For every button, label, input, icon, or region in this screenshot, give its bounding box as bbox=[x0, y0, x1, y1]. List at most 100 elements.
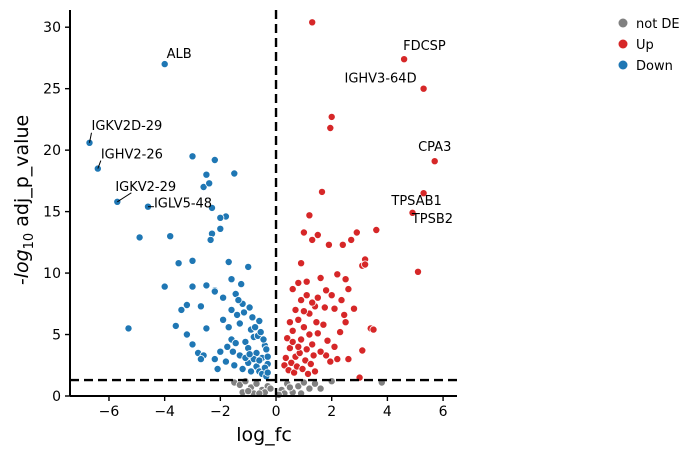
point-up bbox=[316, 347, 325, 356]
point-up bbox=[294, 315, 303, 324]
point-down bbox=[230, 361, 239, 370]
point-down bbox=[188, 282, 197, 291]
point-not-de bbox=[235, 380, 244, 389]
point-up bbox=[341, 275, 350, 284]
point-up bbox=[344, 355, 353, 364]
point-not-de bbox=[316, 384, 325, 393]
point-up bbox=[308, 298, 317, 307]
x-tick-label: −2 bbox=[210, 404, 231, 420]
axes: −6 −4 −2 0 2 4 6 0 5 10 15 20 25 30 bbox=[43, 10, 457, 420]
point-up bbox=[338, 240, 347, 249]
gene-label-tpsb2: TPSB2 bbox=[411, 212, 453, 227]
point-down bbox=[256, 328, 265, 337]
point-up bbox=[327, 112, 336, 121]
point-up bbox=[313, 230, 322, 239]
point-up bbox=[337, 296, 346, 305]
point-up bbox=[288, 337, 297, 346]
point-up bbox=[299, 228, 308, 237]
point-down bbox=[245, 350, 254, 359]
gene-label-leader bbox=[117, 192, 132, 203]
point-down bbox=[216, 347, 225, 356]
point-down bbox=[221, 357, 230, 366]
x-tick-label: 4 bbox=[383, 404, 392, 420]
point-down bbox=[182, 300, 191, 309]
gene-label-igkv2d-29: IGKV2D-29 bbox=[91, 119, 162, 134]
point-up bbox=[336, 328, 345, 337]
point-up bbox=[310, 367, 319, 376]
point-down bbox=[202, 170, 211, 179]
point-up bbox=[323, 336, 332, 345]
point-down bbox=[246, 367, 255, 376]
point-down bbox=[251, 323, 260, 332]
point-down bbox=[210, 155, 219, 164]
point-up bbox=[294, 342, 303, 351]
point-down bbox=[135, 233, 144, 242]
gene-label-alb: ALB bbox=[167, 47, 192, 62]
point-up bbox=[340, 310, 349, 319]
point-labeled-fdcsp bbox=[400, 55, 409, 64]
y-axis-title: -log10 adj_p_value bbox=[11, 115, 37, 285]
point-not-de bbox=[294, 382, 303, 391]
point-up bbox=[326, 124, 335, 133]
point-down bbox=[255, 356, 264, 365]
legend-label-down: Down bbox=[636, 59, 673, 74]
point-down bbox=[199, 182, 208, 191]
point-up bbox=[285, 318, 294, 327]
point-down bbox=[227, 275, 236, 284]
point-down bbox=[174, 259, 183, 268]
point-up bbox=[308, 340, 317, 349]
gene-label-leader bbox=[88, 132, 92, 143]
x-tick-label: −4 bbox=[154, 404, 175, 420]
x-tick-label: −6 bbox=[99, 404, 120, 420]
x-tick-label: 0 bbox=[272, 404, 281, 420]
point-up bbox=[369, 325, 378, 334]
point-up bbox=[322, 286, 331, 295]
point-down bbox=[196, 302, 205, 311]
point-up bbox=[309, 351, 318, 360]
point-up bbox=[322, 351, 331, 360]
y-axis-title-subscript: 10 bbox=[22, 233, 37, 250]
point-not-de bbox=[285, 383, 294, 392]
point-up bbox=[317, 187, 326, 196]
point-up bbox=[324, 240, 333, 249]
point-up bbox=[326, 357, 335, 366]
point-up bbox=[303, 369, 312, 378]
point-not-de bbox=[305, 384, 314, 393]
point-up bbox=[319, 320, 328, 329]
point-down bbox=[207, 203, 216, 212]
point-not-de bbox=[266, 384, 275, 393]
gene-label-igkv2-29: IGKV2-29 bbox=[115, 180, 176, 195]
point-up bbox=[299, 307, 308, 316]
point-down bbox=[188, 152, 197, 161]
point-up bbox=[344, 285, 353, 294]
point-up bbox=[349, 304, 358, 313]
point-down bbox=[228, 347, 237, 356]
point-up bbox=[333, 270, 342, 279]
y-axis-title-prefix: -log bbox=[11, 249, 33, 285]
point-up bbox=[291, 305, 300, 314]
point-not-de bbox=[244, 387, 253, 396]
y-tick-label: 20 bbox=[43, 143, 61, 159]
point-down bbox=[248, 313, 257, 322]
point-down bbox=[224, 323, 233, 332]
point-down bbox=[234, 296, 243, 305]
point-down bbox=[202, 281, 211, 290]
point-down bbox=[213, 364, 222, 373]
point-down bbox=[188, 256, 197, 265]
legend-marker-up bbox=[618, 39, 628, 49]
point-down bbox=[262, 345, 271, 354]
point-down bbox=[263, 368, 272, 377]
point-down bbox=[239, 308, 248, 317]
point-up bbox=[316, 273, 325, 282]
point-up bbox=[327, 291, 336, 300]
point-up bbox=[313, 293, 322, 302]
x-tick-label: 2 bbox=[327, 404, 336, 420]
point-down bbox=[210, 355, 219, 364]
point-down bbox=[245, 303, 254, 312]
point-down bbox=[219, 293, 228, 302]
point-down bbox=[238, 364, 247, 373]
point-up bbox=[288, 326, 297, 335]
point-up bbox=[330, 342, 339, 351]
point-down bbox=[188, 340, 197, 349]
